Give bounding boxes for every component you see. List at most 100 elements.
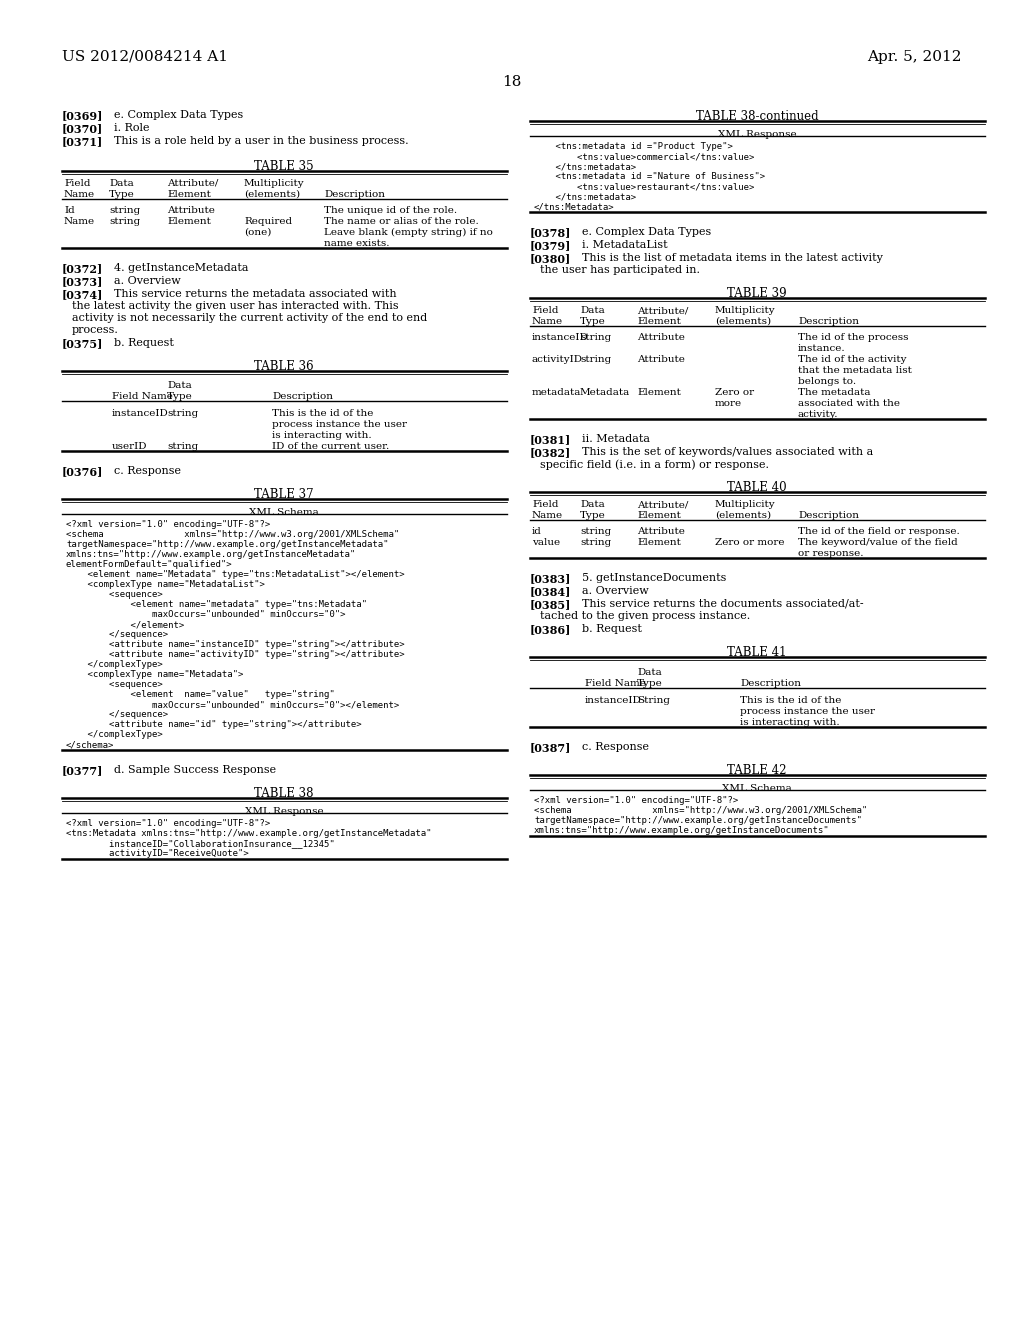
- Text: Name: Name: [532, 317, 563, 326]
- Text: <element  name="value"   type="string": <element name="value" type="string": [66, 690, 335, 700]
- Text: </tns:Metadata>: </tns:Metadata>: [534, 202, 614, 211]
- Text: </sequence>: </sequence>: [66, 630, 168, 639]
- Text: [0371]: [0371]: [62, 136, 103, 147]
- Text: Attribute/: Attribute/: [167, 180, 218, 187]
- Text: Attribute: Attribute: [637, 355, 685, 364]
- Text: instanceID: instanceID: [532, 333, 589, 342]
- Text: b. Request: b. Request: [114, 338, 174, 348]
- Text: string: string: [580, 333, 611, 342]
- Text: </tns:metadata>: </tns:metadata>: [534, 191, 636, 201]
- Text: Field Name: Field Name: [112, 392, 173, 401]
- Text: </schema>: </schema>: [66, 741, 115, 748]
- Text: <complexType name="Metadata">: <complexType name="Metadata">: [66, 671, 244, 678]
- Text: specific field (i.e. in a form) or response.: specific field (i.e. in a form) or respo…: [540, 459, 769, 470]
- Text: <attribute name="id" type="string"></attribute>: <attribute name="id" type="string"></att…: [66, 719, 361, 729]
- Text: (elements): (elements): [715, 317, 771, 326]
- Text: (one): (one): [244, 228, 271, 238]
- Text: This is the id of the: This is the id of the: [272, 409, 374, 418]
- Text: The unique id of the role.: The unique id of the role.: [324, 206, 457, 215]
- Text: <attribute name="activityID" type="string"></attribute>: <attribute name="activityID" type="strin…: [66, 649, 404, 659]
- Text: i. Role: i. Role: [114, 123, 150, 133]
- Text: Leave blank (empty string) if no: Leave blank (empty string) if no: [324, 228, 493, 238]
- Text: [0387]: [0387]: [530, 742, 571, 752]
- Text: The id of the process: The id of the process: [798, 333, 908, 342]
- Text: TABLE 42: TABLE 42: [727, 764, 786, 777]
- Text: TABLE 36: TABLE 36: [254, 360, 313, 374]
- Text: Field: Field: [532, 306, 558, 315]
- Text: Name: Name: [532, 511, 563, 520]
- Text: process instance the user: process instance the user: [272, 420, 407, 429]
- Text: instance.: instance.: [798, 345, 846, 352]
- Text: </complexType>: </complexType>: [66, 660, 163, 669]
- Text: <tns:metadata id ="Product Type">: <tns:metadata id ="Product Type">: [534, 143, 733, 150]
- Text: b. Request: b. Request: [582, 624, 642, 634]
- Text: The keyword/value of the field: The keyword/value of the field: [798, 539, 957, 546]
- Text: [0372]: [0372]: [62, 263, 103, 275]
- Text: name exists.: name exists.: [324, 239, 389, 248]
- Text: is interacting with.: is interacting with.: [740, 718, 840, 727]
- Text: The metadata: The metadata: [798, 388, 870, 397]
- Text: Attribute/: Attribute/: [637, 500, 688, 510]
- Text: a. Overview: a. Overview: [582, 586, 649, 597]
- Text: [0369]: [0369]: [62, 110, 103, 121]
- Text: d. Sample Success Response: d. Sample Success Response: [114, 766, 276, 775]
- Text: Element: Element: [637, 539, 681, 546]
- Text: This service returns the metadata associated with: This service returns the metadata associ…: [114, 289, 396, 300]
- Text: activityID="ReceiveQuote">: activityID="ReceiveQuote">: [66, 849, 249, 858]
- Text: <attribute name="instanceID" type="string"></attribute>: <attribute name="instanceID" type="strin…: [66, 640, 404, 649]
- Text: Type: Type: [637, 678, 663, 688]
- Text: maxOccurs="unbounded" minOccurs="0">: maxOccurs="unbounded" minOccurs="0">: [66, 610, 345, 619]
- Text: This is the list of metadata items in the latest activity: This is the list of metadata items in th…: [582, 253, 883, 263]
- Text: TABLE 39: TABLE 39: [727, 286, 786, 300]
- Text: Metadata: Metadata: [580, 388, 630, 397]
- Text: value: value: [532, 539, 560, 546]
- Text: targetNamespace="http://www.example.org/getInstanceMetadata": targetNamespace="http://www.example.org/…: [66, 540, 388, 549]
- Text: maxOccurs="unbounded" minOccurs="0"></element>: maxOccurs="unbounded" minOccurs="0"></el…: [66, 700, 399, 709]
- Text: (elements): (elements): [244, 190, 300, 199]
- Text: activity is not necessarily the current activity of the end to end: activity is not necessarily the current …: [72, 313, 427, 323]
- Text: The id of the activity: The id of the activity: [798, 355, 906, 364]
- Text: Description: Description: [798, 511, 859, 520]
- Text: <element name="metadata" type="tns:Metadata": <element name="metadata" type="tns:Metad…: [66, 601, 367, 609]
- Text: <?xml version="1.0" encoding="UTF-8"?>: <?xml version="1.0" encoding="UTF-8"?>: [66, 818, 270, 828]
- Text: Zero or: Zero or: [715, 388, 754, 397]
- Text: Attribute: Attribute: [637, 333, 685, 342]
- Text: is interacting with.: is interacting with.: [272, 432, 372, 440]
- Text: the user has participated in.: the user has participated in.: [540, 265, 700, 275]
- Text: <element name="Metadata" type="tns:MetadataList"></element>: <element name="Metadata" type="tns:Metad…: [66, 570, 404, 579]
- Text: TABLE 37: TABLE 37: [254, 488, 313, 502]
- Text: instanceID: instanceID: [585, 696, 642, 705]
- Text: xmlns:tns="http://www.example.org/getInstanceMetadata": xmlns:tns="http://www.example.org/getIns…: [66, 550, 356, 558]
- Text: [0381]: [0381]: [530, 434, 571, 445]
- Text: belongs to.: belongs to.: [798, 378, 856, 385]
- Text: Field: Field: [532, 500, 558, 510]
- Text: or response.: or response.: [798, 549, 863, 558]
- Text: Required: Required: [244, 216, 292, 226]
- Text: e. Complex Data Types: e. Complex Data Types: [114, 110, 244, 120]
- Text: the latest activity the given user has interacted with. This: the latest activity the given user has i…: [72, 301, 398, 312]
- Text: elementFormDefault="qualified">: elementFormDefault="qualified">: [66, 560, 232, 569]
- Text: TABLE 38-continued: TABLE 38-continued: [695, 110, 818, 123]
- Text: [0385]: [0385]: [530, 599, 571, 610]
- Text: Id: Id: [63, 206, 75, 215]
- Text: String: String: [637, 696, 670, 705]
- Text: Multiplicity: Multiplicity: [244, 180, 304, 187]
- Text: process instance the user: process instance the user: [740, 708, 874, 715]
- Text: Name: Name: [63, 216, 95, 226]
- Text: Data: Data: [167, 381, 191, 389]
- Text: [0373]: [0373]: [62, 276, 103, 286]
- Text: Data: Data: [109, 180, 134, 187]
- Text: Element: Element: [167, 190, 211, 199]
- Text: <complexType name="MetadataList">: <complexType name="MetadataList">: [66, 579, 265, 589]
- Text: XML Schema: XML Schema: [249, 508, 318, 517]
- Text: <tns:value>commercial</tns:value>: <tns:value>commercial</tns:value>: [534, 152, 755, 161]
- Text: Apr. 5, 2012: Apr. 5, 2012: [867, 50, 962, 63]
- Text: targetNamespace="http://www.example.org/getInstanceDocuments": targetNamespace="http://www.example.org/…: [534, 816, 862, 825]
- Text: Field Name: Field Name: [585, 678, 646, 688]
- Text: id: id: [532, 527, 542, 536]
- Text: Description: Description: [798, 317, 859, 326]
- Text: Name: Name: [63, 190, 95, 199]
- Text: activity.: activity.: [798, 411, 839, 418]
- Text: TABLE 41: TABLE 41: [727, 645, 786, 659]
- Text: e. Complex Data Types: e. Complex Data Types: [582, 227, 712, 238]
